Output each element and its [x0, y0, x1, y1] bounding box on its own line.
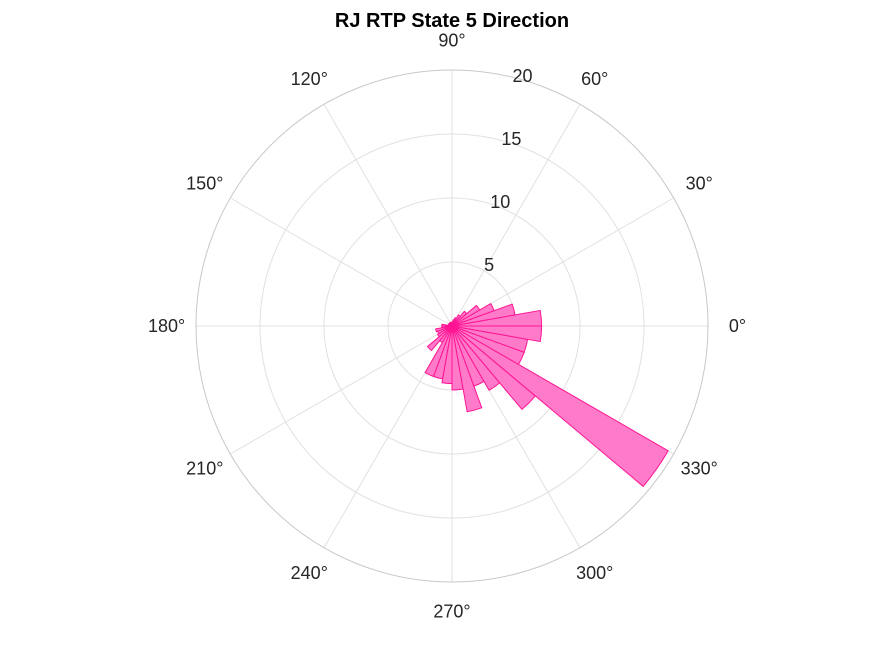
r-label-20: 20 — [512, 66, 532, 86]
angle-label-330: 330° — [681, 459, 718, 479]
angle-label-90: 90° — [438, 31, 465, 51]
angle-label-30: 30° — [686, 173, 713, 193]
angle-label-150: 150° — [186, 173, 223, 193]
angle-label-270: 270° — [433, 601, 470, 621]
angle-label-240: 240° — [291, 563, 328, 583]
bar-350 — [451, 325, 543, 343]
histogram-bars — [424, 303, 669, 487]
bar-30 — [451, 304, 481, 327]
bar-220 — [426, 325, 453, 352]
angle-label-0: 0° — [729, 316, 746, 336]
axis-labels: 0° 30° 60° 90° 120° 150° 180° 210° 240° 270° 300° 3… — [148, 31, 746, 622]
bar-320 — [451, 325, 669, 487]
chart-title: RJ RTP State 5 Direction — [335, 10, 569, 32]
angle-label-300: 300° — [576, 563, 613, 583]
ring-10 — [323, 197, 581, 455]
angle-label-60: 60° — [581, 69, 608, 89]
angle-label-120: 120° — [291, 69, 328, 89]
ring-20 — [195, 69, 709, 583]
angle-label-180: 180° — [148, 316, 185, 336]
ring-15 — [259, 133, 645, 519]
r-label-15: 15 — [501, 129, 521, 149]
angle-label-210: 210° — [186, 459, 223, 479]
r-label-5: 5 — [484, 255, 494, 275]
r-label-10: 10 — [490, 192, 510, 212]
